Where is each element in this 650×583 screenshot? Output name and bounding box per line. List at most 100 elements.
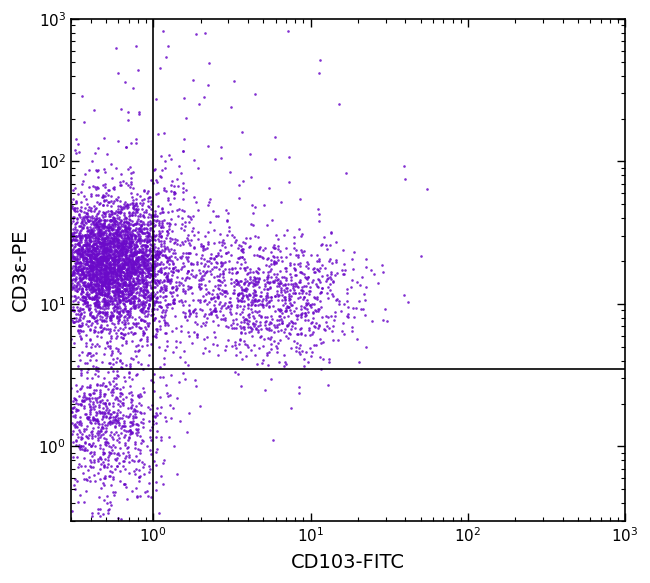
Point — [151, 333, 161, 342]
Point — [110, 221, 120, 230]
Point — [138, 419, 149, 428]
Point — [281, 225, 292, 234]
Point — [126, 353, 136, 362]
Point — [121, 258, 131, 268]
Point — [156, 303, 166, 312]
Point — [358, 304, 369, 313]
Point — [111, 293, 122, 302]
Point — [159, 241, 169, 251]
Point — [133, 424, 143, 434]
Point — [131, 200, 141, 209]
Point — [142, 260, 152, 269]
Point — [92, 222, 103, 231]
Point — [120, 230, 130, 239]
Point — [194, 282, 205, 291]
Point — [74, 230, 85, 240]
Point — [70, 412, 80, 421]
Point — [100, 282, 110, 291]
Point — [112, 415, 123, 424]
Point — [69, 235, 79, 244]
Point — [93, 217, 103, 227]
Point — [129, 303, 139, 312]
Point — [126, 241, 136, 250]
Point — [82, 240, 92, 249]
Point — [123, 243, 133, 252]
Point — [142, 296, 152, 305]
Point — [123, 287, 133, 297]
Point — [69, 253, 79, 262]
Point — [164, 221, 174, 230]
Point — [138, 236, 149, 245]
Point — [320, 241, 331, 250]
Point — [125, 177, 136, 187]
Point — [86, 447, 96, 456]
Point — [147, 293, 157, 303]
Point — [111, 435, 122, 444]
Point — [212, 293, 222, 302]
Point — [109, 219, 120, 228]
Point — [96, 268, 107, 278]
Point — [95, 288, 105, 297]
Point — [121, 393, 131, 402]
Point — [259, 320, 270, 329]
Point — [101, 262, 112, 272]
Point — [84, 165, 95, 174]
Point — [152, 445, 162, 454]
Point — [98, 256, 109, 265]
Point — [275, 306, 285, 315]
Point — [96, 264, 106, 273]
Point — [221, 248, 231, 258]
Point — [86, 441, 96, 451]
Point — [81, 254, 92, 264]
Point — [85, 300, 96, 310]
Point — [73, 229, 84, 238]
Point — [96, 290, 107, 299]
Point — [144, 301, 155, 311]
Point — [112, 416, 122, 425]
Point — [253, 321, 263, 330]
Point — [166, 283, 177, 293]
Point — [125, 259, 136, 269]
Point — [266, 318, 276, 327]
Point — [96, 431, 106, 440]
Point — [116, 279, 126, 288]
Point — [70, 264, 80, 273]
Point — [100, 301, 110, 310]
Point — [138, 275, 149, 284]
Point — [123, 222, 133, 231]
Point — [92, 261, 103, 271]
Point — [91, 396, 101, 405]
Point — [95, 426, 105, 436]
Point — [90, 365, 101, 374]
Point — [89, 216, 99, 226]
Point — [79, 396, 89, 405]
Point — [184, 311, 194, 321]
Point — [178, 286, 188, 295]
Point — [250, 319, 260, 329]
Point — [248, 311, 258, 320]
Point — [107, 415, 118, 424]
Point — [131, 254, 142, 264]
Point — [125, 287, 135, 296]
Point — [72, 258, 82, 267]
Point — [73, 462, 83, 472]
Point — [96, 426, 107, 436]
Point — [67, 203, 77, 212]
Point — [238, 244, 248, 254]
Point — [73, 255, 84, 264]
Point — [125, 231, 136, 241]
Point — [96, 326, 107, 336]
Point — [181, 114, 191, 123]
Point — [101, 308, 111, 318]
Point — [137, 307, 148, 317]
Point — [159, 359, 169, 368]
Point — [74, 321, 85, 331]
Point — [84, 396, 95, 406]
Point — [96, 282, 107, 291]
Point — [86, 294, 97, 304]
Point — [135, 471, 145, 480]
Point — [131, 199, 142, 208]
Point — [127, 287, 138, 297]
Point — [116, 262, 127, 272]
Point — [294, 293, 305, 302]
